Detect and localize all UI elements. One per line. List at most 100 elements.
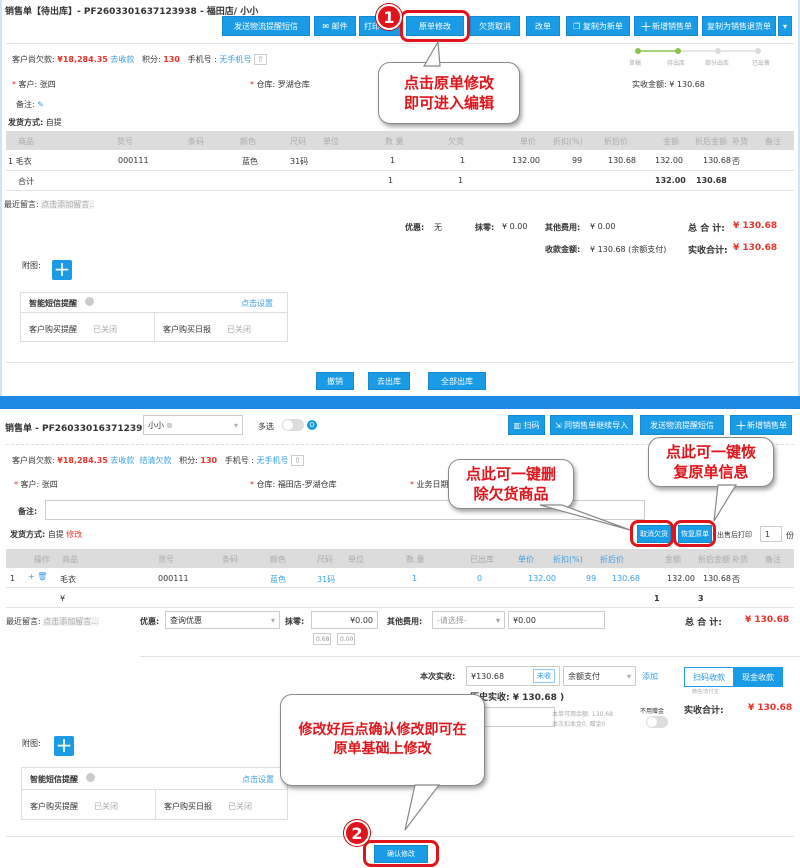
pay-method-select[interactable]: 余额支付 ▾ [563,666,636,686]
change-order-button[interactable]: 改单 [526,16,560,36]
phone-edit-icon[interactable]: ⇧ [291,455,304,466]
column-header[interactable]: 金额 [665,555,681,564]
sms-setup-link[interactable]: 点击设置 [241,299,273,308]
column-header[interactable]: 欠货 [448,137,464,146]
highlight-ring [363,840,439,867]
column-header[interactable]: 已出库 [470,555,494,564]
phone-link[interactable]: 无手机号 [256,456,289,465]
table-cell: 31码 [290,157,309,166]
table-cell[interactable]: 99 [586,574,597,583]
column-header[interactable]: 条码 [188,137,204,146]
scan-button[interactable]: ▥ 扫码 [508,415,545,435]
phone-edit-icon[interactable]: ⇧ [253,54,267,65]
this-received-input[interactable]: ¥130.68 未收 [466,666,560,686]
go-outbound-button[interactable]: 去出库 [368,372,410,390]
other-fee-input[interactable]: ¥0.00 [508,611,605,629]
column-header[interactable]: 备注 [765,137,781,146]
column-header[interactable]: 补货 [732,555,748,564]
collect-link[interactable]: 去收款 [110,456,135,465]
column-header[interactable]: 折扣(%) [553,137,583,146]
table-cell[interactable]: 31码 [317,575,336,584]
column-header[interactable]: 折后金额 [695,137,727,146]
salesperson-value: 小小 [148,420,164,430]
ship-edit-link[interactable]: 修改 [66,530,83,539]
column-header[interactable]: 尺码 [317,555,333,564]
column-header[interactable]: 颜色 [270,555,286,564]
other-fee-select[interactable]: -请选择- ▾ [432,611,505,629]
history-received: 历史实收: ¥ 130.68 ) [470,693,565,703]
callout-edit-original: 点击原单修改即可进入编辑 [378,62,520,124]
column-header[interactable]: 单价 [520,137,536,146]
delete-row-icon[interactable]: 🗑 [37,572,48,581]
column-header[interactable]: 折后价 [604,137,628,146]
round-quick-button[interactable]: 0.00 [337,633,355,645]
column-header[interactable]: 颜色 [240,137,256,146]
other-fee-label: 其他费用: [545,223,581,232]
multi-select-toggle[interactable] [282,419,304,431]
message-add-link[interactable]: 点击添加留言.. [41,200,95,209]
column-header[interactable]: 补货 [732,137,748,146]
table-cell: 132.00 [655,156,683,165]
print-copies-input[interactable]: 1 [760,526,782,542]
add-payment-link[interactable]: 添加 [642,672,658,681]
table-cell[interactable]: 蓝色 [270,575,286,584]
email-button[interactable]: ✉ 邮件 [314,16,356,36]
edit-original-button[interactable]: 原单修改 [406,16,464,36]
column-header[interactable]: 金额 [663,137,679,146]
column-header[interactable]: 条码 [222,555,238,564]
column-header[interactable]: 单位 [348,555,364,564]
pencil-icon[interactable]: ✎ [37,100,44,109]
table-cell[interactable]: 130.68 [612,574,640,583]
column-header[interactable]: 商品 [18,137,34,146]
column-header[interactable]: 货号 [117,137,133,146]
table-cell[interactable]: 132.00 [528,574,556,583]
table-cell[interactable]: 0 [477,574,483,583]
cancel-owed-button[interactable]: 取消欠货 [637,525,671,543]
send-logistics-sms-button[interactable]: 发送物流提醒短信 [222,16,310,36]
settle-debt-link[interactable]: 结清欠款 [139,456,172,465]
round-quick-button[interactable]: 0.68 [313,633,331,645]
column-header[interactable]: 折扣(%) [553,555,583,564]
more-dropdown-button[interactable]: ▾ [778,16,792,36]
add-image-button[interactable]: + [54,735,74,756]
new-sale-button[interactable]: ＋新增销售单 [634,16,698,36]
continue-import-button[interactable]: ⇲ 同销售单继续导入 [550,415,633,435]
scan-pay-tab[interactable]: 扫码收款 [684,667,734,687]
cash-pay-tab[interactable]: 现金收款 [733,667,783,687]
column-header[interactable]: 数 量 [406,555,425,564]
discount-select[interactable]: 查询优惠 ▾ [165,611,280,629]
revoke-button[interactable]: 撤销 [316,372,354,390]
column-header[interactable]: 操作 [34,555,50,564]
add-image-button[interactable]: + [52,259,72,280]
send-logistics-sms-button[interactable]: 发送物流提醒短信 [640,415,724,435]
add-row-icon[interactable]: + [28,572,35,581]
unpaid-button[interactable]: 未收 [533,669,555,683]
sms-setup-link[interactable]: 点击设置 [242,775,274,784]
sms-title: 智能短信提醒 [30,775,78,784]
column-header[interactable]: 商品 [62,555,78,564]
column-header[interactable]: 单价 [518,555,534,564]
column-header[interactable]: 货号 [158,555,174,564]
new-sale-button[interactable]: ＋新增销售单 [730,415,792,435]
copy-return-button[interactable]: 复制为销售退货单 [702,16,776,36]
phone-link[interactable]: 无手机号 [219,55,252,64]
column-header[interactable]: 备注 [765,555,781,564]
confirm-edit-button[interactable]: 确认修改 [374,845,428,863]
message-add-link[interactable]: 点击添加留言... [43,617,99,626]
cancel-owed-button[interactable]: 欠货取消 [470,16,520,36]
salesperson-select[interactable]: 小小 ⊗ ▾ [143,415,243,435]
copy-new-button[interactable]: ❐ 复制为新单 [566,16,630,36]
column-header[interactable]: 折后金额 [698,555,730,564]
restore-original-button[interactable]: 恢复原单 [678,525,712,543]
column-header[interactable]: 单位 [323,137,339,146]
round-input[interactable]: ¥0.00 [311,611,378,629]
collect-link[interactable]: 去收款 [110,55,135,64]
table-cell[interactable]: 1 [412,574,418,583]
column-header[interactable]: 数 量 [385,137,404,146]
sms-title: 智能短信提醒 [29,299,77,308]
column-header[interactable]: 尺码 [290,137,306,146]
column-header[interactable]: 折后价 [600,555,624,564]
no-gift-toggle[interactable] [646,716,668,728]
all-outbound-button[interactable]: 全部出库 [428,372,486,390]
total-cell: 1 [388,176,394,185]
